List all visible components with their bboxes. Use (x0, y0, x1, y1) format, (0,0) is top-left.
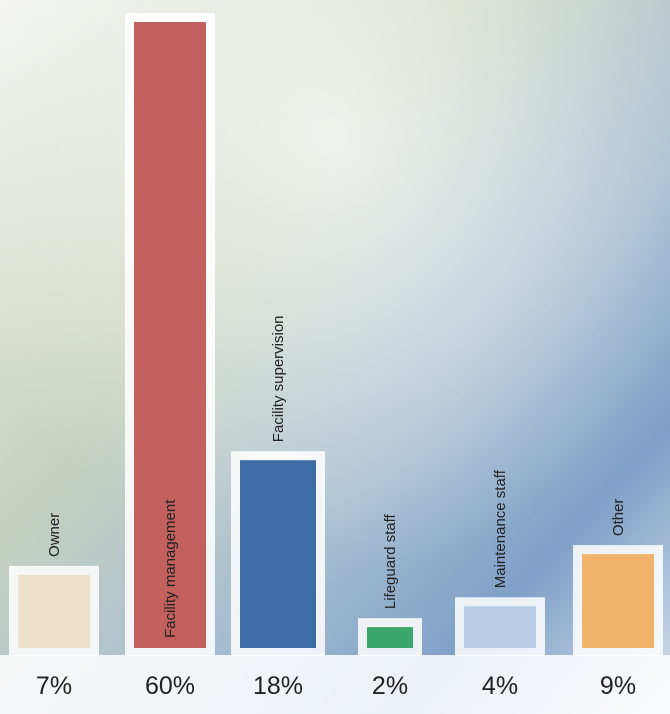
bar (464, 606, 536, 648)
value-label: 4% (482, 672, 518, 700)
category-label: Maintenance staff (492, 469, 509, 588)
label-strip (0, 655, 670, 714)
category-label: Lifeguard staff (382, 514, 399, 610)
category-label: Owner (46, 513, 63, 557)
value-label: 2% (372, 672, 408, 700)
value-label: 7% (36, 672, 72, 700)
category-label: Facility supervision (270, 315, 287, 442)
bar (134, 22, 206, 648)
value-label: 18% (253, 672, 303, 700)
bar (367, 627, 413, 648)
category-label: Facility management (162, 499, 179, 638)
bar (582, 554, 654, 648)
bar (240, 460, 316, 648)
value-label: 9% (600, 672, 636, 700)
bar (18, 574, 90, 648)
value-label: 60% (145, 672, 195, 700)
category-label: Other (610, 499, 627, 537)
